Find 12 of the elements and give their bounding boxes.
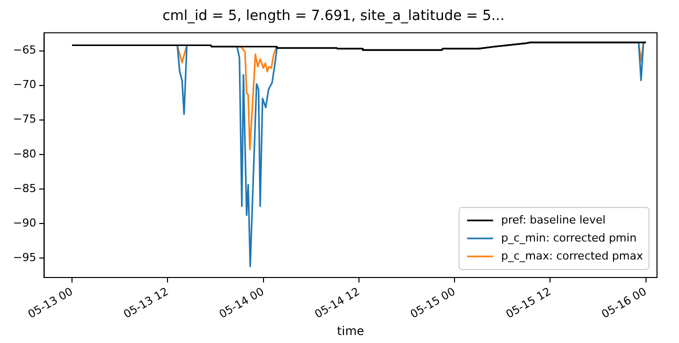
y-tick-label: −75	[12, 112, 36, 126]
legend-label: pref: baseline level	[501, 213, 606, 226]
x-axis-title: time	[337, 324, 364, 338]
y-tick-label: −95	[12, 250, 36, 264]
y-tick-label: −70	[12, 78, 36, 92]
y-tick-label: −90	[12, 216, 36, 230]
y-tick-label: −80	[12, 147, 36, 160]
legend-label: p_c_max: corrected pmax	[501, 249, 644, 262]
chart-title: cml_id = 5, length = 7.691, site_a_latitude = 5...	[162, 8, 505, 24]
legend-label: p_c_min: corrected pmin	[501, 231, 637, 244]
y-tick-label: −65	[12, 44, 36, 57]
y-tick-label: −85	[12, 182, 36, 195]
